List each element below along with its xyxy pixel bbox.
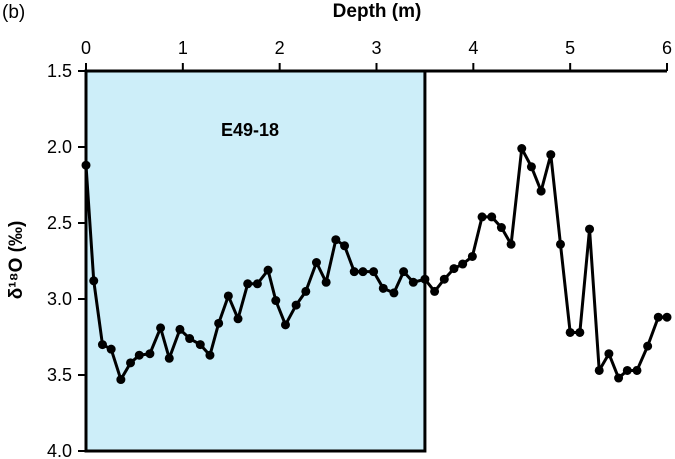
data-point — [458, 259, 468, 269]
x-tick-label: 5 — [565, 38, 575, 58]
data-point — [233, 314, 243, 324]
data-point — [156, 323, 166, 333]
data-point — [280, 320, 290, 330]
data-point — [565, 327, 575, 337]
data-point — [614, 373, 624, 383]
data-point — [546, 150, 556, 160]
data-point — [604, 349, 614, 359]
data-point — [369, 267, 379, 277]
data-point — [116, 375, 126, 385]
data-point — [536, 186, 546, 196]
data-point — [291, 300, 301, 310]
data-point — [487, 212, 497, 222]
data-point — [252, 279, 262, 289]
data-point — [321, 277, 331, 287]
data-point — [263, 265, 273, 275]
data-point — [662, 312, 672, 322]
data-point — [526, 162, 536, 172]
data-point — [205, 350, 215, 360]
data-point — [301, 286, 311, 296]
data-point — [399, 267, 409, 277]
y-tick-label: 3.5 — [47, 365, 72, 385]
data-point — [439, 274, 449, 284]
data-point — [506, 239, 516, 249]
y-tick-label: 4.0 — [47, 441, 72, 459]
data-point — [477, 212, 487, 222]
data-point — [89, 276, 99, 286]
data-point — [653, 312, 663, 322]
data-point — [430, 286, 440, 296]
data-point — [331, 235, 341, 245]
data-point — [420, 274, 430, 284]
data-point — [164, 353, 174, 363]
x-tick-label: 2 — [275, 38, 285, 58]
data-point — [311, 258, 321, 268]
data-point — [358, 267, 368, 277]
data-point — [643, 341, 653, 351]
x-axis-ticks: 0 1 2 3 4 5 6 — [81, 38, 672, 71]
data-point — [467, 251, 477, 261]
y-tick-label: 2.5 — [47, 213, 72, 233]
data-point — [145, 349, 155, 359]
data-point — [106, 344, 116, 354]
data-point — [134, 350, 144, 360]
data-point — [496, 223, 506, 233]
x-tick-label: 3 — [371, 38, 381, 58]
data-point — [632, 365, 642, 375]
data-point — [594, 365, 604, 375]
data-point — [555, 239, 565, 249]
data-point — [517, 144, 527, 154]
x-tick-label: 0 — [81, 38, 91, 58]
x-tick-label: 6 — [662, 38, 672, 58]
data-point — [349, 267, 359, 277]
data-point — [389, 288, 399, 298]
y-tick-label: 2.0 — [47, 137, 72, 157]
data-point — [97, 340, 107, 350]
highlight-region-label: E49-18 — [221, 120, 279, 140]
data-series — [81, 144, 672, 385]
y-tick-label: 3.0 — [47, 289, 72, 309]
data-point — [585, 224, 595, 234]
data-point — [243, 279, 253, 289]
data-point — [575, 327, 585, 337]
y-axis-title: δ¹⁸O (‰) — [6, 221, 27, 300]
panel-label: (b) — [2, 2, 25, 23]
data-point — [408, 277, 418, 287]
data-point — [214, 318, 224, 328]
data-point — [185, 334, 195, 344]
data-point — [195, 340, 205, 350]
y-axis-ticks: 1.5 2.0 2.5 3.0 3.5 4.0 — [47, 61, 86, 459]
data-point — [378, 283, 388, 293]
data-point — [126, 358, 136, 368]
y-tick-label: 1.5 — [47, 61, 72, 81]
x-tick-label: 1 — [178, 38, 188, 58]
x-tick-label: 4 — [468, 38, 478, 58]
highlight-region — [84, 69, 427, 453]
data-point — [175, 324, 185, 334]
data-point — [271, 296, 281, 306]
data-point — [622, 365, 632, 375]
data-point — [449, 264, 459, 274]
x-axis-title: Depth (m) — [333, 1, 422, 22]
data-point — [340, 241, 350, 251]
data-point — [223, 291, 233, 301]
